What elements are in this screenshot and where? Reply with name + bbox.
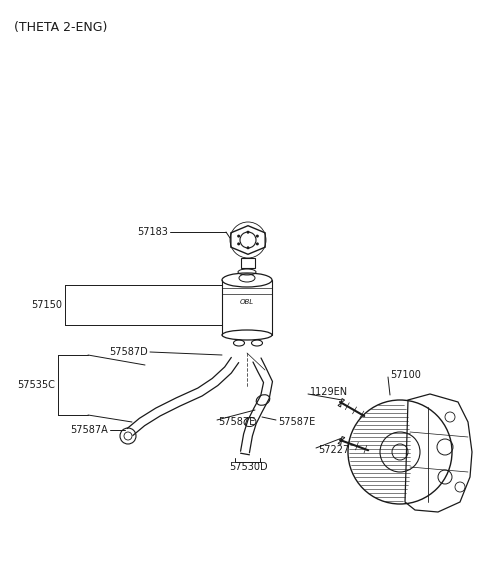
Text: 57150: 57150: [31, 300, 62, 310]
Circle shape: [256, 242, 259, 246]
Text: 57100: 57100: [390, 370, 421, 380]
Circle shape: [237, 235, 240, 238]
Text: (THETA 2-ENG): (THETA 2-ENG): [14, 21, 108, 34]
Text: 57587E: 57587E: [278, 417, 315, 427]
Circle shape: [247, 246, 250, 249]
Text: 57183: 57183: [137, 227, 168, 237]
Text: 57535C: 57535C: [17, 380, 55, 390]
Text: 57587A: 57587A: [70, 425, 108, 435]
Text: 1129EN: 1129EN: [310, 387, 348, 397]
Text: 57530D: 57530D: [228, 462, 267, 472]
Circle shape: [237, 242, 240, 246]
Circle shape: [247, 231, 250, 234]
Circle shape: [256, 235, 259, 238]
Text: 57587D: 57587D: [109, 347, 148, 357]
Text: 57587E: 57587E: [218, 417, 255, 427]
Bar: [241, 258, 255, 268]
Text: 57227: 57227: [318, 445, 349, 455]
Text: OBL: OBL: [240, 299, 254, 306]
